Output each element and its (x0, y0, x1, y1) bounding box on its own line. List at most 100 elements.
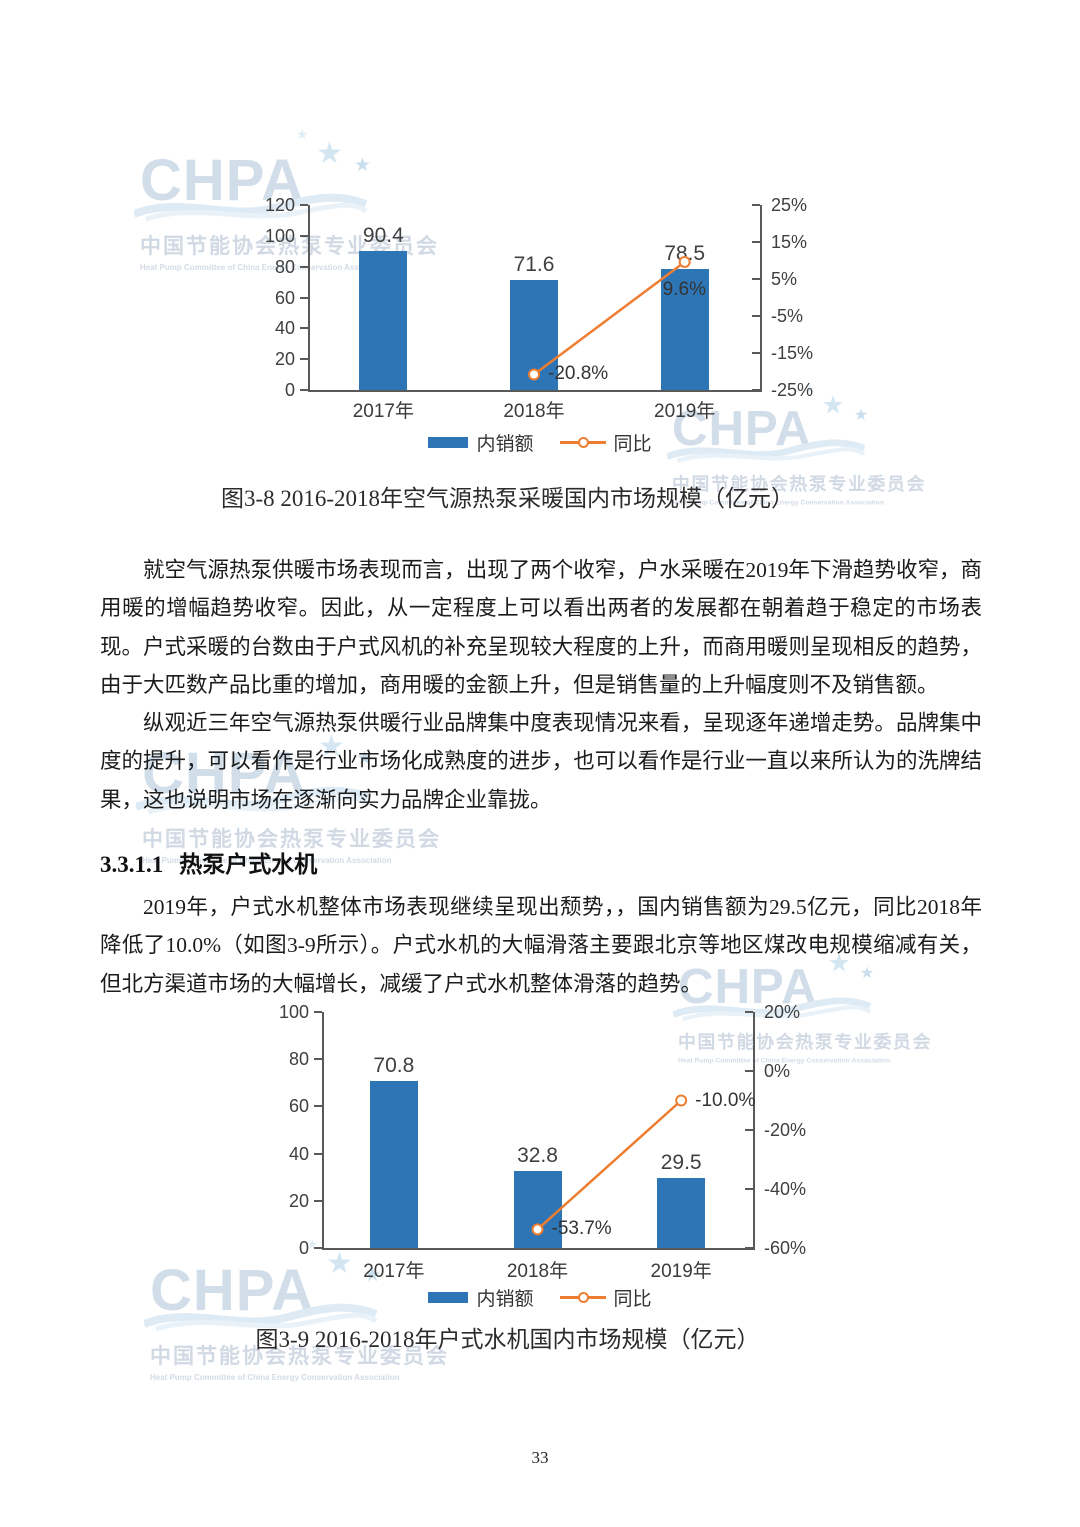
chart-air-source-heating-market: 0 20 40 60 80 100 120 25% 15% 5% -5% -15% -25% 2017年 9… (250, 193, 830, 455)
star-icon: ★ (853, 406, 869, 425)
y-axis-tick-label: 0 (298, 1238, 309, 1258)
bar-value-label: 78.5 (664, 241, 706, 265)
legend-item-yoy: 同比 (559, 429, 652, 456)
chart-legend: 内销额 同比 (0, 1284, 1080, 1311)
bar-value-label: 70.8 (373, 1053, 415, 1077)
line-swatch-icon (559, 1292, 606, 1303)
legend-label: 同比 (613, 1289, 652, 1310)
axis-tick (300, 234, 308, 237)
x-axis-label: 2019年 (654, 401, 716, 422)
figure-caption-3-8: 图3-8 2016-2018年空气源热泵采暖国内市场规模（亿元） (220, 486, 795, 511)
x-axis-label: 2019年 (650, 1261, 712, 1282)
axis-tick (314, 1011, 322, 1013)
bar-value-label: 29.5 (660, 1151, 702, 1175)
y-axis-tick-label: 60 (288, 1096, 309, 1117)
page-number: 33 (531, 1448, 549, 1467)
y-axis-tick-label: 40 (288, 1143, 309, 1164)
axis-tick (300, 265, 308, 268)
legend-label: 内销额 (476, 434, 534, 455)
bar-swatch-icon (428, 1292, 469, 1303)
marker-dot-icon (577, 1292, 589, 1303)
axis-tick (752, 204, 760, 206)
axis-tick (300, 358, 308, 361)
axis-tick (314, 1105, 322, 1108)
body-paragraphs: 就空气源热泵供暖市场表现而言，出现了两个收窄，户水采暖在2019年下滑趋势收窄，… (100, 551, 982, 819)
figure-caption-3-9: 图3-9 2016-2018年户式水机国内市场规模（亿元） (255, 1327, 760, 1352)
legend-item-sales: 内销额 (428, 429, 534, 456)
y-axis-tick-label: 20 (288, 1190, 309, 1211)
bar-value-label: 32.8 (517, 1143, 558, 1167)
line-value-label: -20.8% (548, 363, 609, 385)
axis-tick (745, 1129, 753, 1131)
bar-swatch-icon (428, 437, 469, 448)
x-axis (322, 1248, 755, 1250)
y-axis-tick-label: -15% (771, 343, 814, 363)
legend-label: 同比 (613, 434, 652, 455)
y-axis-tick-label: 25% (771, 195, 808, 215)
chart-legend: 内销额 同比 (0, 429, 1080, 456)
bar-value-label: 71.6 (513, 252, 555, 276)
x-axis-label: 2017年 (352, 401, 414, 422)
line-swatch-icon (559, 437, 606, 448)
paragraph: 2019年，户式水机整体市场表现继续呈现出颓势，，国内销售额为29.5亿元，同比… (100, 895, 982, 996)
line-value-label: 9.6% (662, 278, 706, 300)
section-title: 热泵户式水机 (179, 852, 318, 877)
axis-tick (300, 296, 308, 299)
x-axis-label: 2017年 (363, 1261, 425, 1282)
y-axis-tick-label: 0% (764, 1061, 791, 1081)
axis-tick (752, 278, 760, 280)
star-icon: ★ (316, 137, 343, 170)
bar (369, 1080, 418, 1248)
paragraph: 就空气源热泵供暖市场表现而言，出现了两个收窄，户水采暖在2019年下滑趋势收窄，… (100, 558, 982, 697)
bar (657, 1178, 706, 1248)
axis-tick (314, 1058, 322, 1061)
y-axis-tick-label: 20 (274, 349, 295, 370)
marker-dot-icon (577, 437, 589, 448)
section-heading: 3.3.1.1 热泵户式水机 (100, 845, 317, 879)
line-series (531, 1094, 688, 1236)
y-axis-tick-label: 15% (771, 232, 808, 252)
y-axis-tick-label: 0 (284, 380, 295, 400)
axis-tick (314, 1152, 322, 1155)
y-axis-left (322, 1012, 324, 1249)
legend-item-yoy: 同比 (559, 1284, 652, 1311)
chart-residential-hydronic-market: 0 20 40 60 80 100 20% 0% -20% -40% -60% 2017年 70.8 20… (250, 1000, 830, 1300)
bar (359, 250, 408, 390)
y-axis-left (308, 205, 310, 391)
y-axis-right (760, 205, 762, 391)
y-axis-tick-label: -40% (764, 1179, 807, 1199)
axis-tick (745, 1188, 753, 1190)
x-axis-label: 2018年 (503, 401, 565, 422)
y-axis-tick-label: 60 (274, 287, 295, 308)
axis-tick (314, 1199, 322, 1202)
axis-tick (752, 241, 760, 243)
body-paragraphs: 2019年，户式水机整体市场表现继续呈现出颓势，，国内销售额为29.5亿元，同比… (100, 888, 982, 1003)
star-icon: ★ (354, 155, 372, 176)
x-axis (308, 390, 762, 392)
axis-tick (314, 1247, 322, 1249)
axis-tick (752, 315, 760, 317)
y-axis-tick-label: 80 (288, 1049, 309, 1070)
x-axis-label: 2018年 (506, 1261, 569, 1282)
y-axis-tick-label: 40 (274, 318, 295, 339)
bar-value-label: 90.4 (362, 223, 404, 247)
y-axis-right (753, 1012, 755, 1249)
y-axis-tick-label: -20% (764, 1120, 807, 1140)
watermark-org-en: Heat Pump Committee of China Energy Cons… (150, 1373, 400, 1382)
line-value-label: -53.7% (551, 1218, 612, 1240)
y-axis-tick-label: -25% (771, 380, 814, 400)
axis-tick (745, 1070, 753, 1072)
axis-tick (300, 389, 308, 391)
axis-tick (745, 1247, 753, 1249)
axis-tick (752, 389, 760, 391)
section-number: 3.3.1.1 (100, 852, 164, 877)
y-axis-tick-label: -5% (771, 306, 804, 326)
legend-item-sales: 内销额 (428, 1284, 534, 1311)
y-axis-tick-label: 5% (771, 269, 798, 289)
line-value-label: -10.0% (695, 1089, 756, 1111)
y-axis-tick-label: 100 (278, 1002, 309, 1022)
y-axis-tick-label: 100 (264, 225, 295, 246)
y-axis-tick-label: -60% (764, 1238, 807, 1258)
star-icon: ★ (296, 126, 309, 142)
